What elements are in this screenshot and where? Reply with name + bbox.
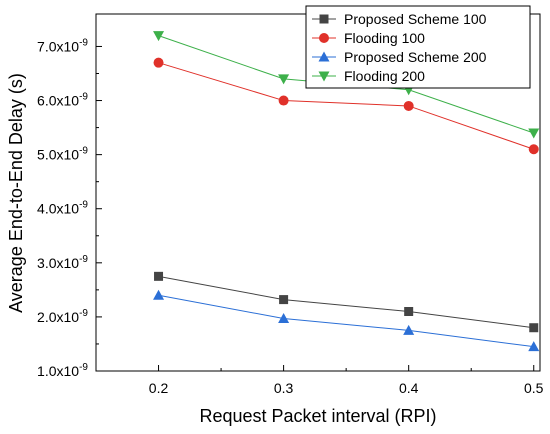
series-line xyxy=(158,62,534,150)
x-tick-label: 0.2 xyxy=(149,380,169,396)
data-point xyxy=(528,128,540,139)
data-point xyxy=(528,341,540,352)
legend-label: Proposed Scheme 200 xyxy=(344,49,487,65)
data-point xyxy=(403,324,415,335)
y-tick-label: 5.0x10-9 xyxy=(37,146,88,163)
data-point xyxy=(404,307,414,316)
legend-box xyxy=(305,5,531,89)
y-tick-label: 7.0x10-9 xyxy=(37,37,88,54)
y-tick-label: 2.0x10-9 xyxy=(37,308,88,325)
legend-label: Flooding 100 xyxy=(344,30,425,46)
legend-label: Flooding 200 xyxy=(344,68,425,84)
legend-marker xyxy=(318,71,330,82)
y-tick-label: 4.0x10-9 xyxy=(37,200,88,217)
y-axis-label: Average End-to-End Delay (s) xyxy=(6,73,26,313)
x-tick-label: 0.3 xyxy=(274,380,294,396)
data-point xyxy=(278,313,290,324)
legend-marker xyxy=(319,14,329,24)
series-line xyxy=(158,275,534,329)
x-axis: 0.2 0.3 0.4 0.5 xyxy=(95,365,544,396)
y-axis: 1.0x10-9 2.0x10-9 3.0x10-9 4.0x10-9 5.0x10-9… xyxy=(37,37,102,379)
data-point xyxy=(403,100,414,111)
data-point xyxy=(153,57,164,68)
data-point xyxy=(153,289,165,300)
data-point xyxy=(528,144,539,155)
legend-label: Proposed Scheme 100 xyxy=(344,11,487,27)
y-tick-label: 1.0x10-9 xyxy=(37,362,88,379)
data-point xyxy=(279,295,289,305)
x-axis-label: Request Packet interval (RPI) xyxy=(199,406,436,426)
series-proposed-scheme-200 xyxy=(153,289,540,352)
data-point xyxy=(153,31,165,42)
series-flooding-100 xyxy=(153,57,539,155)
data-point xyxy=(154,271,164,281)
data-point xyxy=(278,95,289,106)
x-tick-label: 0.4 xyxy=(399,380,419,396)
x-tick-label: 0.5 xyxy=(524,380,544,396)
series-proposed-scheme-100 xyxy=(154,271,539,333)
series-line xyxy=(158,294,534,348)
legend-marker xyxy=(318,51,330,62)
y-tick-label: 6.0x10-9 xyxy=(37,92,88,109)
data-point xyxy=(278,74,290,85)
data-point xyxy=(529,323,539,333)
y-tick-label: 3.0x10-9 xyxy=(37,254,88,271)
legend: Proposed Scheme 100 Flooding 100 Proposed … xyxy=(305,5,531,89)
legend-marker xyxy=(319,33,329,43)
